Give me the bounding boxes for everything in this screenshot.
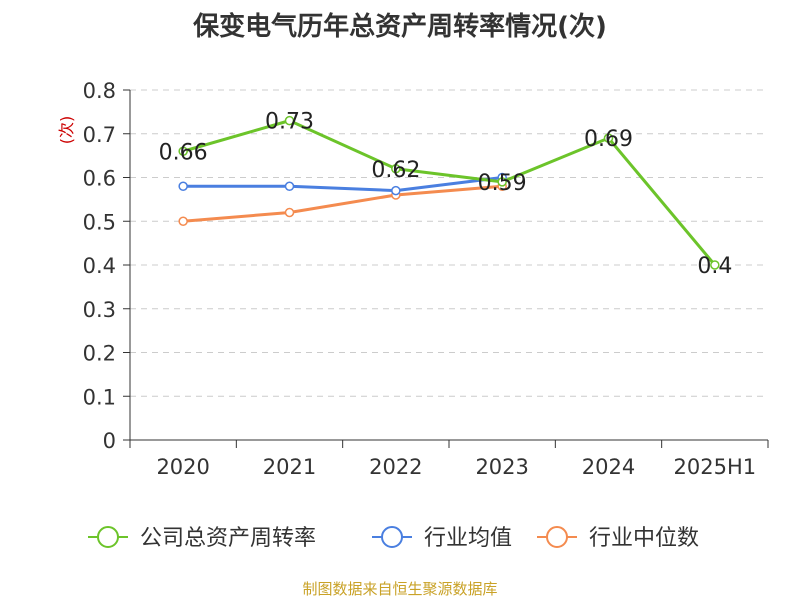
legend-swatch-marker [97, 526, 119, 548]
y-tick-label: 0.4 [83, 254, 116, 278]
x-tick-label: 2021 [263, 455, 316, 479]
y-tick-label: 0.8 [83, 79, 116, 103]
x-tick-label: 2024 [582, 455, 635, 479]
y-tick-label: 0.3 [83, 298, 116, 322]
data-point [284, 207, 295, 218]
y-tick-label: 0.5 [83, 210, 116, 234]
series-line [183, 184, 503, 223]
data-label: 0.73 [265, 110, 314, 135]
data-point [284, 181, 295, 191]
legend: 公司总资产周转率 行业均值 行业中位数 [88, 526, 699, 551]
data-point [284, 115, 295, 126]
legend-swatch-marker [381, 526, 403, 548]
data-label: 0.69 [584, 127, 633, 152]
series-line [182, 119, 716, 266]
data-labels: 0.66 0.73 0.62 0.59 0.69 0.4 [159, 110, 733, 279]
x-tick-label: 2023 [475, 455, 528, 479]
x-tick-label: 2020 [156, 455, 209, 479]
data-point [710, 260, 720, 270]
source-note: 制图数据来自恒生聚源数据库 [302, 580, 498, 598]
data-point [178, 216, 188, 226]
y-tick-label: 0.2 [83, 342, 116, 366]
data-point [391, 185, 401, 196]
x-tick-label: 2022 [369, 455, 422, 479]
x-tick-label: 2025H1 [674, 455, 757, 479]
data-point [497, 177, 507, 187]
series-lines [178, 115, 720, 270]
legend-label: 行业均值 [424, 526, 512, 551]
axes: 0.8 0.7 0.6 0.5 0.4 0.3 0.2 0.1 0 2020 2021 2022 202… [83, 79, 769, 479]
data-point [178, 146, 188, 156]
y-tick-label: 0.1 [83, 385, 116, 409]
data-point [178, 181, 188, 191]
data-point [603, 133, 614, 143]
y-tick-label: 0.6 [83, 167, 116, 191]
legend-swatch-marker [546, 526, 568, 548]
legend-label: 行业中位数 [589, 526, 699, 551]
legend-label: 公司总资产周转率 [140, 526, 316, 551]
y-tick-label: 0 [103, 429, 116, 453]
grid-lines [130, 89, 768, 397]
y-tick-label: 0.7 [83, 123, 116, 147]
chart-title: 保变电气历年总资产周转率情况(次) [193, 12, 607, 42]
data-label: 0.4 [697, 254, 732, 279]
data-label: 0.66 [159, 140, 208, 165]
y-axis-label: (次) [57, 116, 76, 145]
data-point [391, 164, 401, 174]
data-label: 0.59 [478, 171, 527, 196]
series-line [183, 176, 503, 193]
data-label: 0.62 [371, 158, 420, 183]
